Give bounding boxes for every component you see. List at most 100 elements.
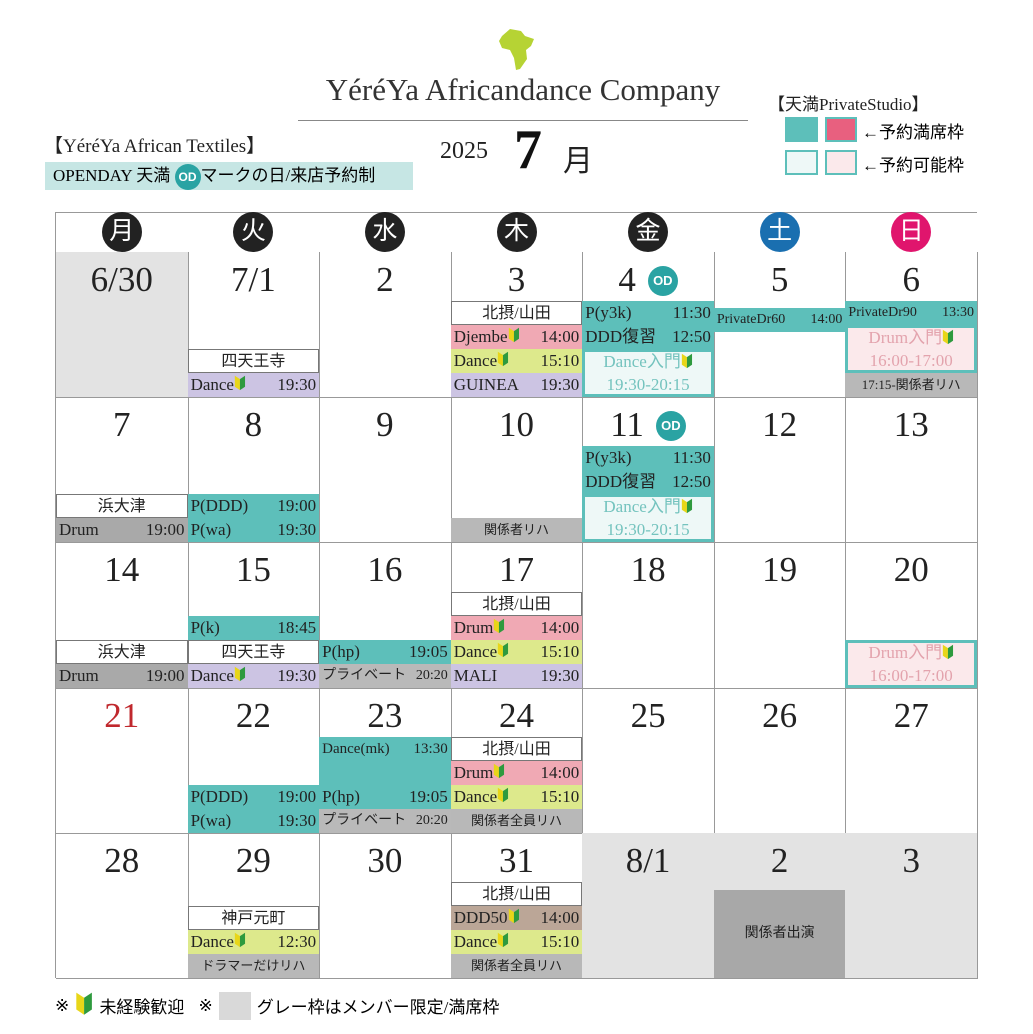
event: DDD復習 12:50 <box>582 470 714 495</box>
event: Dance 19:30 <box>187 373 320 398</box>
event-label-text: P(y3k) <box>585 448 632 468</box>
day-cell: 13 <box>845 397 978 544</box>
event: Dance(mk) 13:30 <box>319 736 451 785</box>
date-number: 29 <box>235 840 271 880</box>
event-time: 19:00 <box>145 665 185 685</box>
day-cell: 11 OD P(y3k) 11:30 DDD復習 12:50 Dance入門 19:30-20… <box>582 397 715 544</box>
event-label: 関係者リハ <box>484 518 549 542</box>
title: YéréYa Africandance Company <box>325 72 721 107</box>
event-line: Drum入門 <box>868 642 954 665</box>
events: Drum入門 16:00-17:00 <box>845 639 977 688</box>
event: P(y3k) 11:30 <box>582 446 714 471</box>
event-label-text: 北摂/山田 <box>482 305 551 323</box>
event: Drum 14:00 <box>450 760 583 785</box>
event-time: 19:30 <box>277 810 317 830</box>
event-label: P(hp) <box>322 640 360 664</box>
event-label: P(wa) <box>191 809 232 833</box>
weekday: 日 <box>891 212 932 252</box>
event: 四天王寺 <box>187 349 320 374</box>
event: プライベート 20:20 <box>319 663 451 688</box>
date-number: 12 <box>762 405 798 445</box>
event: Djembe 14:00 <box>450 325 583 350</box>
date: 8 <box>188 405 320 445</box>
event-label: 神戸元町 <box>221 907 285 929</box>
event-time: 15:10 <box>540 641 580 661</box>
event: Dance入門 19:30-20:15 <box>582 494 714 543</box>
event-time: 11:30 <box>672 303 711 323</box>
event: 北摂/山田 <box>450 736 583 761</box>
event-time: 18:45 <box>277 617 317 637</box>
day-cell: 3 北摂/山田 Djembe 14:00 Dance 15:10 GUINEA 19:30 <box>450 252 584 399</box>
events: 浜大津 Drum 19:00 <box>56 639 188 688</box>
date-number: 13 <box>893 405 929 445</box>
date: 2 <box>714 841 846 881</box>
footer: ※ 未経験歓迎 ※ グレー枠はメンバー限定/満席枠 <box>55 990 499 1021</box>
events: 北摂/山田 Drum 14:00 Dance 15:10 関係者全員リハ <box>450 736 583 833</box>
event-label: Dance <box>454 930 509 954</box>
day-cell: 19 <box>713 542 847 689</box>
beginner-icon <box>942 328 954 350</box>
event-label-text: DDD50 <box>453 907 508 927</box>
event-time: 19:30-20:15 <box>606 520 690 540</box>
events: PrivateDr90 13:30 Drum入門 16:00-17:00 17:15-関… <box>845 301 977 398</box>
day-cell: 30 <box>319 832 452 979</box>
event-label: P(hp) <box>322 785 360 809</box>
date: 10 <box>451 405 583 445</box>
event: Drum 19:00 <box>56 518 188 543</box>
calendar-grid: 月火水木金土日 6/30 7/1 四天王寺 Dance 19:30 2 3 北摂/山田 Djemb… <box>55 212 978 979</box>
event-label: DDD50 <box>454 906 520 930</box>
date-number: 23 <box>367 695 403 735</box>
legend-full: ←予約満席枠 <box>862 123 964 142</box>
day-cell: 21 <box>56 687 189 834</box>
event: P(DDD) 19:00 <box>187 494 320 519</box>
date-number: 6/30 <box>90 260 153 299</box>
event-time: 15:10 <box>540 351 580 371</box>
day-cell: 7/1 四天王寺 Dance 19:30 <box>187 252 321 399</box>
event-label: Dance <box>454 349 509 373</box>
date-number: 10 <box>498 405 534 445</box>
date-number: 25 <box>630 695 666 735</box>
date: 18 <box>582 550 714 590</box>
beginner-icon <box>508 907 520 931</box>
day-cell: 31 北摂/山田 DDD50 14:00 Dance 15:10 関係者全員リハ <box>450 832 584 979</box>
legend-title: 【天満PrivateStudio】 <box>768 95 929 114</box>
event-line: Dance入門 <box>603 496 692 519</box>
day-cell: 20 Drum入門 16:00-17:00 <box>845 542 978 689</box>
date-number: 17 <box>498 550 534 590</box>
event-label-text: プライベート <box>322 812 407 828</box>
event-label-text: P(DDD) <box>190 496 249 516</box>
events: P(DDD) 19:00 P(wa) 19:30 <box>187 784 320 833</box>
day-cell: 8 P(DDD) 19:00 P(wa) 19:30 <box>187 397 321 544</box>
beginner-icon <box>497 931 509 955</box>
shop-title: 【YéréYa African Textiles】 <box>44 136 266 157</box>
event-label: 北摂/山田 <box>482 738 550 760</box>
date-number: 21 <box>104 695 140 735</box>
weekday: 月 <box>101 212 142 252</box>
date: 28 <box>56 841 188 881</box>
events: 四天王寺 Dance 19:30 <box>187 349 320 398</box>
event-label: GUINEA <box>454 373 519 397</box>
od-badge: OD <box>655 411 686 442</box>
beginner-icon <box>234 374 246 398</box>
event-label-text: P(y3k) <box>585 303 632 323</box>
date-number: 3 <box>902 840 920 880</box>
date: 31 <box>451 841 583 881</box>
date-number: 16 <box>367 550 403 590</box>
event-label: 北摂/山田 <box>482 883 550 905</box>
day-cell: 17 北摂/山田 Drum 14:00 Dance 15:10 MALI 19:30 <box>450 542 584 689</box>
date: 3 <box>451 260 583 300</box>
event-label: P(DDD) <box>191 785 249 809</box>
event-time: 20:20 <box>415 812 448 828</box>
date: 11 OD <box>582 405 714 445</box>
event-time: 19:30-20:15 <box>606 375 690 395</box>
events: P(DDD) 19:00 P(wa) 19:30 <box>187 494 320 543</box>
date-number: 30 <box>367 840 403 880</box>
date: 19 <box>714 550 846 590</box>
beginner-icon <box>681 352 693 374</box>
month-unit: 月 <box>563 145 593 178</box>
event: Dance 19:30 <box>187 663 320 688</box>
event-label-text: P(wa) <box>190 520 232 540</box>
event-label-text: Dance <box>190 665 234 685</box>
event-label-text: P(hp) <box>322 641 360 661</box>
event-label-text: Dance <box>190 931 234 951</box>
